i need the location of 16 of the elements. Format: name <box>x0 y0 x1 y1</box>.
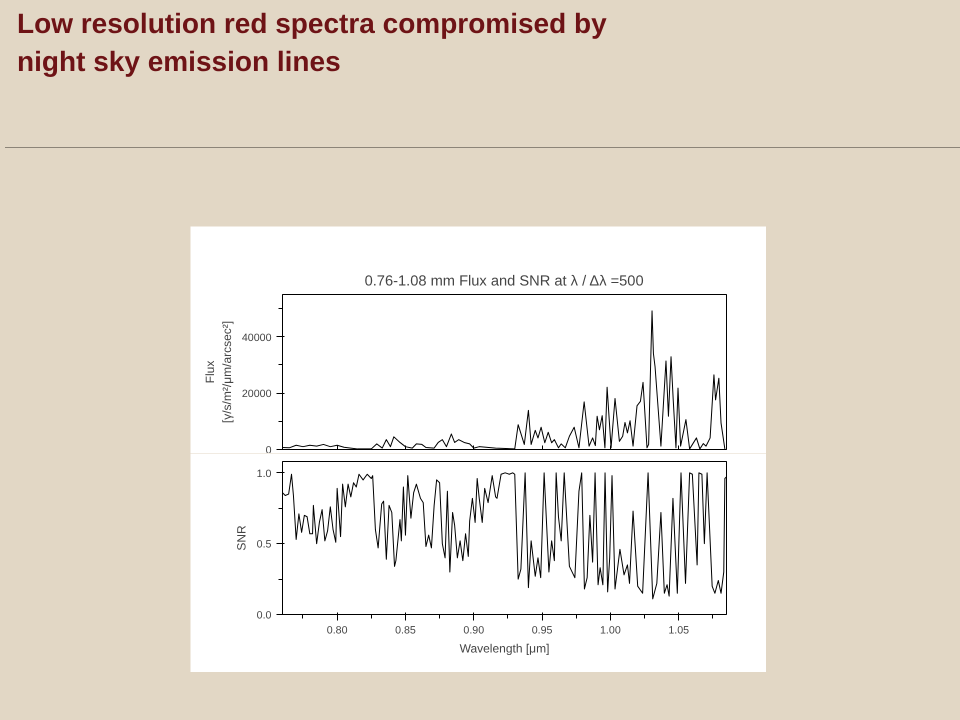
x-tick-label: 0.90 <box>463 624 484 636</box>
x-axis-title: Wavelength [μm] <box>460 642 550 656</box>
y-axis-title: SNR <box>234 525 249 551</box>
y-tick-label: 20000 <box>242 388 272 400</box>
chart-title: Low resolution red spectra compromised by night sky emission lines <box>17 7 608 79</box>
x-tick-label: 0.80 <box>326 624 348 636</box>
x-tick-label: 0.85 <box>395 624 416 636</box>
x-tick-label: 1.05 <box>668 624 690 636</box>
x-tick-label: 1.00 <box>600 624 621 636</box>
y-tick-label: 0.0 <box>256 610 272 622</box>
chart-subtitle: 0.76-1.08 mm Flux and SNR at λ / Δλ =500 <box>364 274 644 290</box>
x-tick-label: 0.95 <box>532 624 553 636</box>
y-tick-label: 0.5 <box>256 538 272 551</box>
y-tick-label: 1.0 <box>256 468 272 480</box>
y-tick-label: 40000 <box>242 332 272 344</box>
y-axis-title: Flux [γ/s/m²/μm/arcsec²] <box>203 320 234 424</box>
